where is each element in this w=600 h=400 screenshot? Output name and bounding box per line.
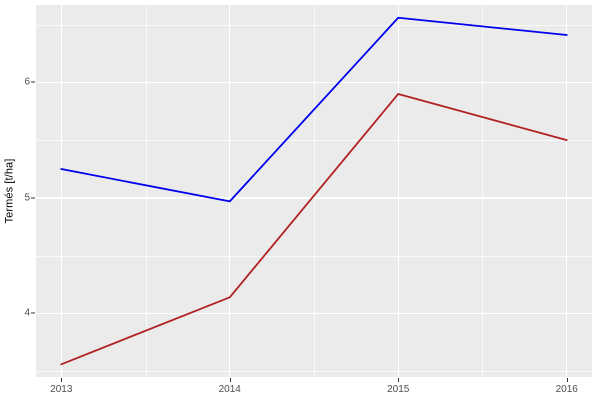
x-axis-tick-label: 2015 bbox=[387, 384, 410, 395]
gridline-major-horizontal bbox=[36, 81, 592, 83]
x-axis-tick-mark bbox=[61, 378, 63, 382]
gridline-minor-vertical bbox=[314, 5, 315, 377]
x-axis-tick-mark bbox=[566, 378, 568, 382]
gridline-major-horizontal bbox=[36, 312, 592, 315]
y-axis-tick-label: 6 bbox=[24, 76, 30, 88]
x-axis-tick-label: 2014 bbox=[218, 384, 241, 395]
x-axis-tick-label: 2016 bbox=[555, 384, 578, 395]
gridlines bbox=[36, 5, 592, 377]
y-axis-tick-labels: 4 5 6 bbox=[14, 0, 30, 382]
gridline-major-vertical bbox=[397, 5, 399, 377]
y-axis-tick-mark bbox=[31, 81, 35, 83]
gridline-major-vertical bbox=[60, 5, 62, 377]
y-axis-tick-label: 4 bbox=[24, 307, 30, 319]
gridline-major-vertical bbox=[229, 5, 231, 377]
y-axis-tick-label: 5 bbox=[24, 192, 30, 204]
y-axis-tick-mark bbox=[31, 312, 35, 314]
plot-panel bbox=[36, 5, 592, 377]
gridline-minor-vertical bbox=[482, 5, 484, 377]
series-line-blue-series bbox=[61, 18, 566, 202]
y-axis-tick-mark bbox=[31, 197, 35, 199]
series-layer bbox=[36, 5, 592, 377]
x-axis-tick-label: 2013 bbox=[50, 384, 73, 395]
series-line-red-series bbox=[61, 94, 566, 364]
gridline-major-horizontal bbox=[36, 197, 592, 199]
gridline-major-vertical bbox=[566, 5, 568, 377]
x-axis-tick-mark bbox=[229, 378, 231, 382]
gridline-minor-vertical bbox=[145, 5, 147, 377]
x-axis-tick-mark bbox=[398, 378, 400, 382]
